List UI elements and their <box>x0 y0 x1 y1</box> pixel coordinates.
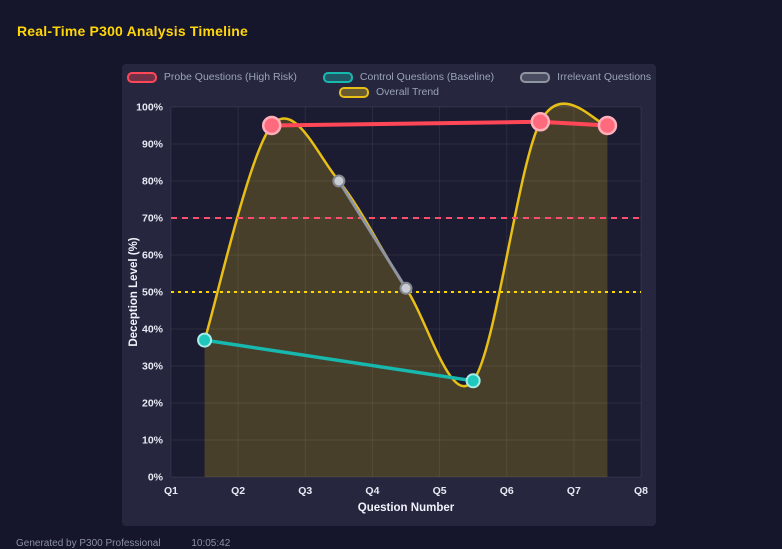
p300-timeline-chart[interactable]: 0% 10% 20% 30% 40% 50% 60% 70% 80% 90% 100% Q1 Q2 Q3 Q… <box>126 97 651 521</box>
legend-swatch <box>322 71 353 83</box>
legend-row: Overall Trend <box>338 86 440 98</box>
series-line <box>337 179 408 290</box>
footer-time: 10:05:42 <box>191 538 231 549</box>
svg-text:100%: 100% <box>136 102 164 114</box>
chart-panel: Probe Questions (High Risk) Control Quest… <box>122 64 656 526</box>
data-point <box>597 115 618 136</box>
data-point <box>465 373 481 389</box>
svg-text:60%: 60% <box>142 250 164 262</box>
footer: Generated by P300 Professional 10:05:42 <box>16 538 230 549</box>
legend-item[interactable]: Irrelevant Questions <box>520 71 651 83</box>
legend-item[interactable]: Probe Questions (High Risk) <box>126 71 297 83</box>
footer-text: Generated by P300 Professional <box>16 538 161 549</box>
legend-swatch <box>338 86 369 98</box>
data-point <box>530 112 551 132</box>
data-point <box>399 281 413 295</box>
series-line <box>202 338 475 383</box>
svg-text:30%: 30% <box>142 361 164 373</box>
svg-text:10%: 10% <box>142 435 164 447</box>
y-axis-title: Deception Level (%) <box>128 237 140 346</box>
svg-text:90%: 90% <box>142 139 164 151</box>
svg-text:Q3: Q3 <box>298 485 312 497</box>
svg-text:40%: 40% <box>142 324 164 336</box>
legend-label: Irrelevant Questions <box>557 71 652 83</box>
x-axis-title: Question Number <box>358 502 455 514</box>
legend-row: Probe Questions (High Risk) Control Quest… <box>126 71 651 83</box>
page-title: Real-Time P300 Analysis Timeline <box>17 23 249 39</box>
svg-text:70%: 70% <box>142 213 164 225</box>
svg-text:Q8: Q8 <box>634 485 648 497</box>
chart-legend: Probe Questions (High Risk) Control Quest… <box>122 64 656 98</box>
svg-text:Q2: Q2 <box>231 485 245 497</box>
legend-label: Overall Trend <box>375 86 440 98</box>
svg-text:20%: 20% <box>142 398 164 410</box>
svg-text:80%: 80% <box>142 176 164 188</box>
legend-item[interactable]: Control Questions (Baseline) <box>322 71 495 83</box>
data-point <box>197 332 213 348</box>
data-point <box>332 174 346 188</box>
data-point <box>261 115 282 136</box>
svg-text:0%: 0% <box>148 472 164 484</box>
svg-text:Q5: Q5 <box>433 485 447 497</box>
legend-item[interactable]: Overall Trend <box>338 86 440 98</box>
legend-label: Control Questions (Baseline) <box>359 71 495 83</box>
svg-text:Q1: Q1 <box>164 485 178 497</box>
svg-text:50%: 50% <box>142 287 164 299</box>
tick-labels: 0% 10% 20% 30% 40% 50% 60% 70% 80% 90% 100% Q1 Q2 Q3 Q… <box>136 102 648 498</box>
svg-text:Q6: Q6 <box>500 485 514 497</box>
legend-label: Probe Questions (High Risk) <box>163 71 297 83</box>
svg-text:Q7: Q7 <box>567 485 581 497</box>
svg-text:Q4: Q4 <box>365 485 379 497</box>
legend-swatch <box>520 71 551 83</box>
legend-swatch <box>126 71 157 83</box>
